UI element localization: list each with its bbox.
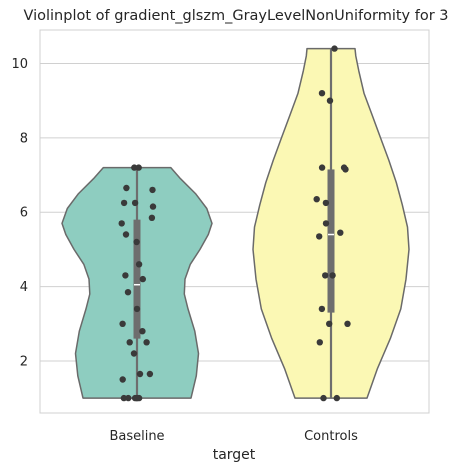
data-point [317, 339, 323, 345]
data-point [341, 164, 347, 170]
data-point [149, 215, 155, 221]
data-point [323, 220, 329, 226]
data-point [125, 289, 131, 295]
data-point [119, 220, 125, 226]
data-point [122, 272, 128, 278]
iqr-box [134, 220, 141, 339]
data-point [319, 90, 325, 96]
data-point [123, 185, 129, 191]
y-tick-label: 8 [20, 131, 28, 146]
data-point [149, 187, 155, 193]
chart-title: Violinplot of gradient_glszm_GrayLevelNo… [24, 8, 449, 24]
data-point [319, 164, 325, 170]
data-point [131, 350, 137, 356]
data-point [139, 328, 145, 334]
data-point [327, 98, 333, 104]
data-point [133, 239, 139, 245]
data-point [140, 276, 146, 282]
data-point [319, 306, 325, 312]
data-point [320, 395, 326, 401]
data-point [331, 45, 337, 51]
y-tick-label: 4 [20, 280, 28, 295]
data-point [323, 200, 329, 206]
data-point [137, 371, 143, 377]
y-axis-ticks: 2 4 6 8 10 [11, 57, 28, 369]
iqr-box [328, 169, 335, 312]
data-point [120, 376, 126, 382]
data-point [143, 339, 149, 345]
data-point [134, 306, 140, 312]
data-point [125, 395, 131, 401]
data-point [132, 200, 138, 206]
x-tick-label: Controls [304, 429, 358, 444]
x-tick-label: Baseline [109, 429, 164, 444]
data-point [127, 339, 133, 345]
data-point [316, 233, 322, 239]
data-point [150, 203, 156, 209]
data-point [147, 371, 153, 377]
data-point [334, 395, 340, 401]
data-point [136, 164, 142, 170]
x-axis-label: target [213, 447, 256, 463]
plot-area [62, 45, 409, 401]
y-tick-label: 10 [11, 57, 28, 72]
data-point [329, 272, 335, 278]
data-point [123, 231, 129, 237]
data-point [314, 196, 320, 202]
data-point [121, 200, 127, 206]
data-point [119, 321, 125, 327]
data-point [136, 261, 142, 267]
y-tick-label: 2 [20, 354, 28, 369]
data-point [134, 395, 140, 401]
data-point [322, 272, 328, 278]
data-point [337, 230, 343, 236]
x-axis-ticks: Baseline Controls [109, 429, 358, 444]
data-point [326, 321, 332, 327]
data-point [344, 321, 350, 327]
y-tick-label: 6 [20, 206, 28, 221]
